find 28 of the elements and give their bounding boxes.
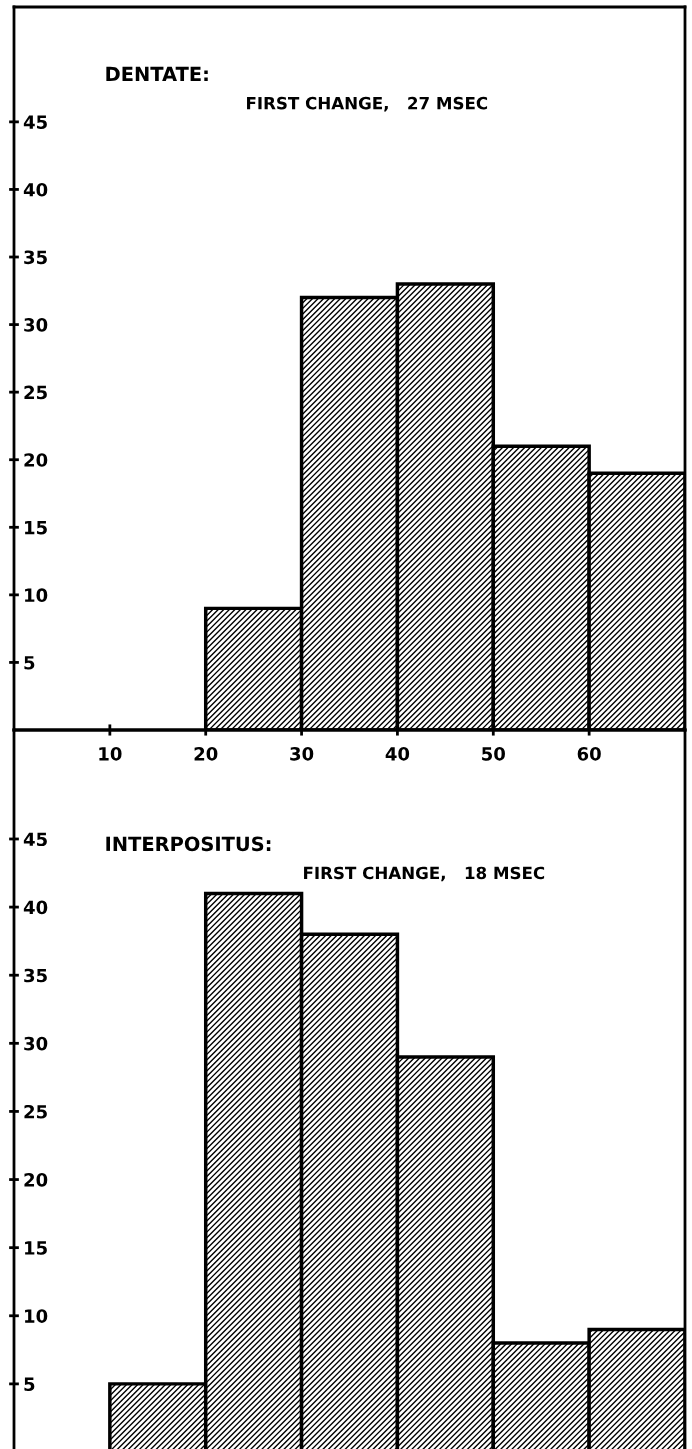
x-tick-label: 30 xyxy=(290,746,314,761)
y-tick-label: 30 xyxy=(24,1036,48,1051)
y-tick-label: 40 xyxy=(23,182,48,197)
x-tick-label: 20 xyxy=(194,746,218,761)
text: INTERPOSITUS: xyxy=(106,836,271,852)
y-tick-label: 40 xyxy=(23,900,48,915)
y-tick-label: 30 xyxy=(24,318,48,332)
text: DENTATE: xyxy=(106,66,208,82)
text: FIRST CHANGE, 18 MSEC xyxy=(304,866,545,882)
y-tick-label: 5 xyxy=(24,656,35,670)
y-tick-label: 10 xyxy=(25,588,48,602)
x-tick-label: 60 xyxy=(577,746,601,761)
y-tick-label: 10 xyxy=(25,1309,48,1323)
y-tick-label: 15 xyxy=(25,1241,47,1255)
y-tick-label: 15 xyxy=(25,520,47,535)
y-tick-label: 25 xyxy=(24,385,47,400)
y-tick-label: 20 xyxy=(24,1173,48,1187)
y-tick-label: 45 xyxy=(23,832,47,847)
y-tick-label: 35 xyxy=(24,968,47,983)
y-tick-label: 20 xyxy=(24,453,48,467)
x-tick-label: 50 xyxy=(482,746,505,761)
x-tick-label: 10 xyxy=(99,746,122,761)
y-tick-label: 5 xyxy=(24,1377,35,1391)
y-tick-label: 25 xyxy=(24,1104,47,1119)
y-tick-label: 45 xyxy=(23,115,47,129)
x-tick-label: 40 xyxy=(385,746,410,761)
text: FIRST CHANGE, 27 MSEC xyxy=(247,96,488,112)
y-tick-label: 35 xyxy=(24,250,47,265)
